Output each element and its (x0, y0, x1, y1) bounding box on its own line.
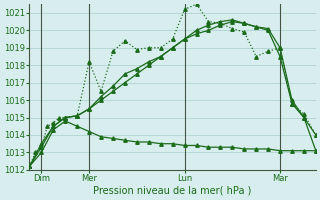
X-axis label: Pression niveau de la mer( hPa ): Pression niveau de la mer( hPa ) (93, 186, 252, 196)
